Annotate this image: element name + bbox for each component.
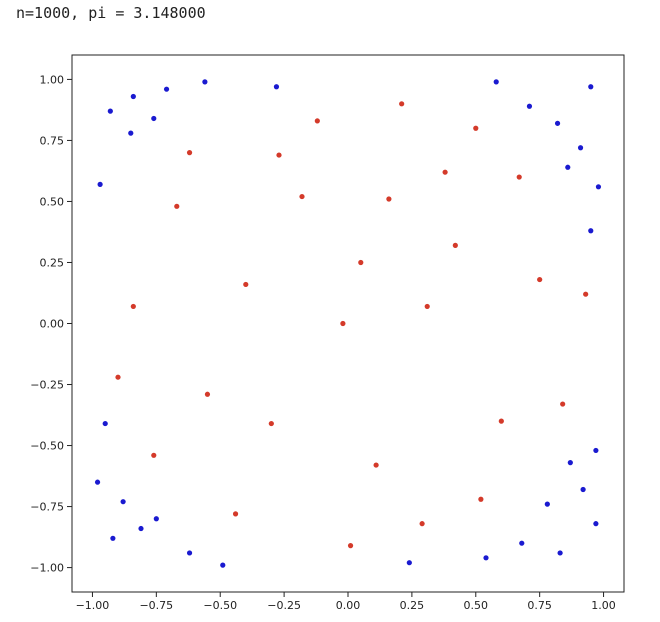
scatter-point: [128, 130, 134, 136]
scatter-point: [386, 196, 392, 202]
scatter-point: [186, 550, 193, 556]
scatter-point: [399, 101, 405, 107]
scatter-series: [94, 79, 602, 568]
x-tick-label: −0.75: [139, 599, 173, 612]
scatter-point: [268, 420, 274, 427]
scatter-point: [593, 521, 599, 527]
scatter-point: [204, 391, 211, 397]
scatter-point: [314, 118, 320, 124]
scatter-point: [565, 164, 571, 170]
scatter-point: [151, 452, 157, 458]
scatter-point: [220, 562, 226, 568]
scatter-point: [519, 540, 525, 546]
y-axis-ticks: −1.00 −0.75 −0.50 −0.25 0.00 0.25 0.50 0.75 1.00: [30, 73, 72, 575]
scatter-point: [186, 150, 193, 156]
points-layer: [94, 79, 602, 568]
y-tick-label: −1.00: [30, 562, 64, 575]
scatter-point: [153, 516, 159, 522]
scatter-point: [498, 418, 504, 424]
scatter-series: [115, 101, 589, 549]
scatter-point: [115, 374, 121, 380]
scatter-point: [567, 460, 573, 466]
scatter-point: [493, 79, 499, 85]
scatter-point: [347, 543, 354, 549]
y-tick-label: 0.00: [40, 318, 65, 331]
scatter-point: [406, 560, 412, 566]
scatter-point: [163, 86, 170, 92]
y-tick-label: 1.00: [40, 73, 65, 86]
scatter-point: [120, 499, 126, 505]
x-tick-label: 0.50: [464, 599, 489, 612]
scatter-point: [424, 303, 430, 310]
x-tick-label: −0.50: [203, 599, 237, 612]
y-tick-label: 0.50: [40, 195, 65, 208]
scatter-point: [442, 169, 448, 175]
x-tick-label: 0.25: [400, 599, 425, 612]
plot-frame: [71, 54, 625, 593]
scatter-point: [560, 401, 566, 407]
scatter-point: [544, 501, 550, 507]
x-tick-label: 0.75: [527, 599, 552, 612]
scatter-point: [554, 120, 561, 126]
scatter-point: [580, 486, 586, 493]
scatter-point: [583, 291, 589, 297]
result-header: n=1000, pi = 3.148000: [16, 4, 206, 22]
y-tick-label: −0.50: [30, 440, 64, 453]
scatter-point: [202, 79, 208, 85]
scatter-point: [174, 203, 180, 209]
scatter-point: [473, 125, 479, 131]
scatter-point: [577, 145, 584, 151]
scatter-point: [299, 193, 305, 200]
scatter-point: [273, 84, 280, 90]
scatter-point: [373, 462, 379, 468]
scatter-point: [593, 447, 599, 454]
scatter-point: [358, 259, 364, 266]
scatter-point: [243, 281, 249, 288]
scatter-point: [94, 479, 101, 485]
scatter-point: [557, 550, 563, 556]
y-tick-label: −0.25: [30, 379, 64, 392]
scatter-point: [526, 103, 533, 109]
scatter-point: [452, 242, 458, 248]
scatter-point: [588, 84, 594, 90]
scatter-point: [138, 525, 144, 532]
scatter-point: [102, 420, 108, 427]
x-tick-label: −1.00: [76, 599, 110, 612]
scatter-point: [516, 174, 522, 180]
x-tick-label: 1.00: [591, 599, 616, 612]
scatter-point: [478, 496, 484, 502]
scatter-point: [107, 108, 113, 114]
x-tick-label: 0.00: [336, 599, 361, 612]
scatter-point: [130, 93, 136, 100]
scatter-point: [537, 276, 543, 283]
y-tick-label: 0.75: [40, 134, 65, 147]
y-tick-label: 0.25: [40, 256, 65, 269]
scatter-point: [595, 184, 602, 190]
scatter-point: [232, 511, 239, 517]
x-tick-label: −0.25: [267, 599, 301, 612]
scatter-point: [276, 152, 282, 158]
scatter-point: [97, 181, 103, 187]
scatter-point: [110, 535, 116, 541]
scatter-point: [151, 115, 157, 122]
y-tick-label: −0.75: [30, 501, 64, 514]
scatter-point: [419, 521, 425, 527]
scatter-point: [588, 228, 594, 234]
scatter-point: [130, 303, 136, 310]
scatter-point: [483, 555, 489, 561]
scatter-point: [340, 320, 346, 327]
x-axis-ticks: −1.00 −0.75 −0.50 −0.25 0.00 0.25 0.50 0.75 1.00: [76, 592, 616, 612]
